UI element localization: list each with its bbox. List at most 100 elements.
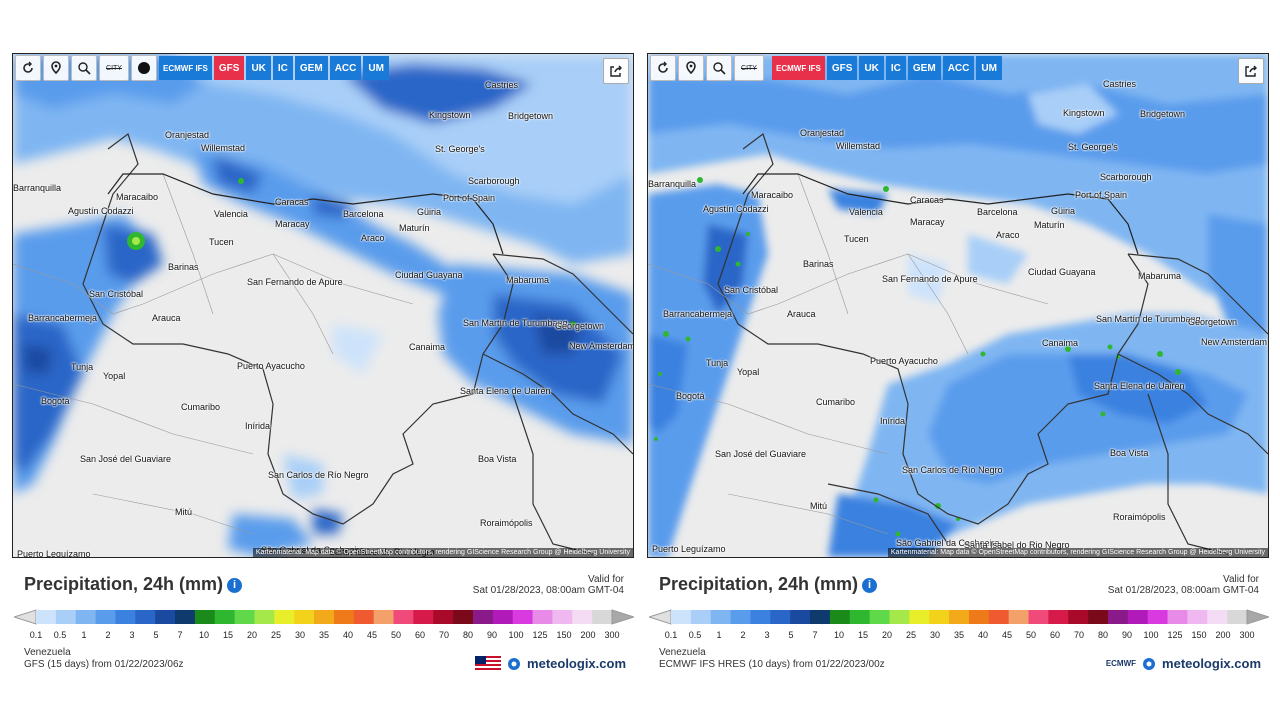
model-tab-gfs[interactable]: GFS: [826, 56, 858, 80]
model-tab-label: ACC: [947, 62, 970, 74]
scale-swatch: [274, 610, 295, 624]
city-label: Tucen: [844, 234, 869, 244]
city-label: Caracas: [910, 195, 944, 205]
city-label: Yopal: [103, 371, 126, 381]
city-toggle-button[interactable]: CITY: [99, 55, 129, 81]
zoom-icon: [713, 62, 726, 75]
city-label: Yopal: [737, 367, 760, 377]
location-button[interactable]: [43, 55, 69, 81]
dot-toggle-button[interactable]: [131, 55, 157, 81]
city-label: Bridgetown: [508, 111, 554, 121]
brand-logo[interactable]: meteologix.com: [1162, 656, 1261, 671]
scale-tick-label: 0.5: [688, 630, 702, 640]
city-toggle-button[interactable]: CITY: [734, 55, 764, 81]
scale-swatch: [592, 610, 613, 624]
valid-for: Valid for Sat 01/28/2023, 08:00am GMT-04: [1108, 574, 1259, 596]
city-label: Maracay: [275, 219, 310, 229]
city-label: San Cristóbal: [89, 289, 144, 299]
scale-swatch: [572, 610, 593, 624]
scale-tick-label: 20: [246, 630, 258, 640]
precipitation-map[interactable]: CITY ECMWF IFS GFS UK IC GEM ACC UM Cast…: [12, 53, 634, 558]
city-label: Mabaruma: [506, 275, 550, 285]
city-label: Ciudad Guayana: [1028, 267, 1096, 277]
share-button[interactable]: [603, 58, 629, 84]
scale-tick-label: 35: [318, 630, 330, 640]
refresh-button[interactable]: [650, 55, 676, 81]
scale-swatch: [55, 610, 77, 624]
model-tab-label: GEM: [299, 62, 323, 74]
scale-tick-label: 80: [1097, 630, 1109, 640]
city-label: Barranquilla: [13, 183, 62, 193]
refresh-button[interactable]: [15, 55, 41, 81]
scale-swatch: [393, 610, 414, 624]
scale-swatch: [1187, 610, 1208, 624]
scale-tick-label: 90: [1121, 630, 1133, 640]
city-label: Boa Vista: [478, 454, 517, 464]
scale-swatch: [234, 610, 255, 624]
city-label: Georgetown: [1188, 317, 1238, 327]
scale-tick-label: 300: [1239, 630, 1255, 640]
zoom-button[interactable]: [706, 55, 732, 81]
meteologix-drop-icon: [1143, 657, 1156, 670]
scale-swatch: [671, 610, 692, 624]
city-label: Bogotá: [41, 396, 70, 406]
model-tab-gem[interactable]: GEM: [907, 56, 941, 80]
info-icon[interactable]: i: [227, 578, 243, 593]
model-tab-gem[interactable]: GEM: [294, 56, 328, 80]
model-tab-gfs[interactable]: GFS: [213, 56, 245, 80]
city-label: Santa Elena de Uairén: [460, 386, 551, 396]
city-label: Roraimópolis: [480, 518, 533, 528]
city-label: Santa Isabel do Rio Negro: [964, 540, 1070, 550]
model-tab-ic[interactable]: IC: [272, 56, 293, 80]
model-tab-um[interactable]: UM: [976, 56, 1002, 80]
model-tab-acc[interactable]: ACC: [942, 56, 975, 80]
precipitation-map[interactable]: CITY ECMWF IFS GFS UK IC GEM ACC UM Cast…: [647, 53, 1269, 558]
scale-tick-label: 0.5: [53, 630, 67, 640]
scale-swatch: [1107, 610, 1129, 624]
model-tab-acc[interactable]: ACC: [329, 56, 362, 80]
city-label: Puerto Ayacucho: [870, 356, 938, 366]
city-label: Güiria: [1051, 206, 1076, 216]
model-tab-um[interactable]: UM: [363, 56, 389, 80]
zoom-button[interactable]: [71, 55, 97, 81]
scale-tick-label: 2: [105, 630, 111, 640]
city-label: San Fernando de Apure: [247, 277, 343, 287]
brand-logo[interactable]: meteologix.com: [527, 656, 626, 671]
map-toolbar: CITY ECMWF IFS GFS UK IC GEM ACC UM: [648, 54, 1002, 82]
scale-swatch: [294, 610, 315, 624]
scale-tick-label: 25: [270, 630, 282, 640]
model-tab-ic[interactable]: IC: [885, 56, 906, 80]
city-label: Ciudad Guayana: [395, 270, 463, 280]
scale-tick-label: 70: [438, 630, 450, 640]
brand: meteologix.com: [475, 656, 626, 671]
model-tab-uk[interactable]: UK: [859, 56, 884, 80]
model-tab-ecmwf[interactable]: ECMWF IFS: [772, 56, 825, 80]
location-button[interactable]: [678, 55, 704, 81]
scale-swatch: [333, 610, 355, 624]
scale-swatch: [175, 610, 196, 624]
city-label: Tunja: [71, 362, 94, 372]
region-label: Venezuela: [659, 647, 706, 658]
share-button[interactable]: [1238, 58, 1264, 84]
city-label: San José del Guaviare: [80, 454, 172, 464]
scale-swatch: [512, 610, 534, 624]
color-scale-bar: [649, 609, 1269, 625]
gfs-panel: CITY ECMWF IFS GFS UK IC GEM ACC UM Cast…: [12, 53, 634, 678]
city-label: Valencia: [849, 207, 883, 217]
scale-swatch: [730, 610, 751, 624]
city-label: Agustín Codazzi: [68, 206, 134, 216]
city-label: Boa Vista: [1110, 448, 1149, 458]
scale-tick-label: 25: [905, 630, 917, 640]
scale-tick-label: 10: [833, 630, 845, 640]
model-tab-label: UM: [368, 62, 384, 74]
city-label: Maracaibo: [116, 192, 159, 202]
model-tab-ecmwf[interactable]: ECMWF IFS: [159, 56, 212, 80]
city-label: Scarborough: [1100, 172, 1152, 182]
model-tab-uk[interactable]: UK: [246, 56, 271, 80]
ecmwf-panel: CITY ECMWF IFS GFS UK IC GEM ACC UM Cast…: [647, 53, 1269, 678]
city-label: Oranjestad: [800, 128, 845, 138]
scale-tick-label: 60: [1049, 630, 1061, 640]
city-label: Willemstad: [201, 143, 246, 153]
valid-for: Valid for Sat 01/28/2023, 08:00am GMT-04: [473, 574, 624, 596]
info-icon[interactable]: i: [862, 578, 878, 593]
